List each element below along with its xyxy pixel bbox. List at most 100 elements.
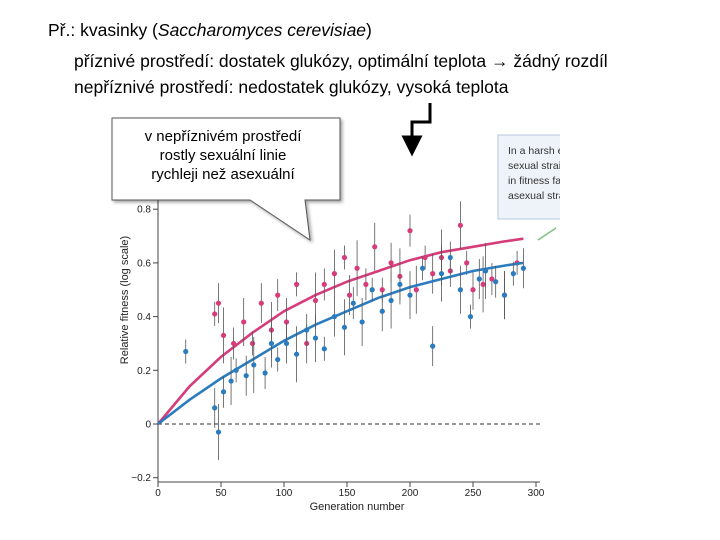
data-point (407, 292, 413, 298)
y-tick-label: 0.2 (137, 366, 151, 377)
data-point (438, 271, 445, 277)
data-point (294, 281, 300, 287)
data-point (251, 362, 257, 368)
annotation-line-4: asexual strains (blue) (508, 190, 560, 202)
favorable-text: příznivé prostředí: dostatek glukózy, op… (74, 51, 491, 71)
data-point (220, 332, 227, 338)
callout-line-2: rostly sexuální linie (159, 147, 287, 164)
data-point (283, 319, 290, 325)
annotation-line-2: sexual strains (red) increase (508, 160, 560, 172)
data-point (493, 279, 499, 285)
x-axis-label: Generation number (310, 501, 405, 513)
data-point (457, 222, 463, 228)
data-point (249, 340, 256, 347)
y-tick-label: 0.6 (137, 258, 151, 269)
data-point (331, 271, 337, 277)
data-point (369, 287, 375, 293)
data-point (212, 405, 218, 411)
x-tick-label: 200 (402, 488, 419, 499)
favorable-environment-line: příznivé prostředí: dostatek glukózy, op… (74, 51, 608, 72)
x-tick-label: 100 (276, 488, 293, 499)
data-point (379, 308, 385, 314)
data-point (275, 292, 281, 298)
data-point (321, 346, 327, 352)
data-point (283, 340, 290, 347)
fit-curve-0 (157, 237, 524, 425)
data-point (215, 300, 222, 306)
data-point (258, 300, 264, 306)
data-point (346, 292, 353, 298)
title-line: Př.: kvasinky (Saccharomyces cerevisiae) (48, 20, 372, 41)
data-point (476, 276, 482, 282)
unfavorable-environment-line: nepříznivé prostředí: nedostatek glukózy… (74, 77, 509, 97)
data-point (233, 367, 239, 373)
fit-curve-1 (157, 261, 524, 426)
data-point (464, 260, 470, 266)
data-point (241, 319, 247, 325)
annotation-box (497, 134, 560, 220)
data-point (212, 311, 218, 317)
x-tick-label: 150 (339, 488, 356, 499)
data-point (413, 287, 419, 293)
y-tick-label: 0.4 (137, 312, 151, 323)
annotation-line-1: In a harsh environment, (508, 145, 560, 157)
title-suffix: ) (366, 20, 372, 40)
data-point (510, 271, 516, 277)
x-tick-label: 0 (155, 488, 161, 499)
data-point (388, 297, 394, 304)
data-point (312, 297, 319, 304)
data-point (489, 276, 495, 282)
callout-bubble (111, 117, 341, 242)
species-name: Saccharomyces cerevisiae (157, 20, 367, 40)
data-point (215, 429, 222, 435)
data-point (467, 314, 474, 320)
x-tick-label: 300 (528, 488, 545, 499)
bent-arrow-icon (401, 103, 432, 157)
data-point (220, 389, 227, 395)
data-point (520, 265, 526, 271)
data-point (341, 254, 348, 261)
annotation-pointer (537, 227, 557, 241)
implies-arrow-icon: → (490, 51, 509, 71)
data-point (331, 314, 337, 320)
data-point (422, 254, 428, 261)
y-tick-label: 0.8 (137, 205, 151, 216)
data-point (341, 324, 348, 330)
data-point (372, 244, 378, 250)
data-point (243, 373, 249, 379)
data-point (447, 254, 453, 261)
data-point (321, 281, 327, 287)
data-point (480, 281, 486, 287)
data-point (183, 348, 189, 355)
data-point (262, 370, 268, 376)
data-point (294, 351, 300, 357)
data-point (430, 343, 436, 349)
y-axis-label: Relative fitness (log scale) (119, 236, 131, 364)
data-point (501, 292, 508, 298)
data-point (304, 327, 310, 333)
fitness-chart: 0 50 100 150 200 250 300 −0.2 0 0.2 0.4 0.6 0.8 Gene… (111, 103, 560, 513)
y-tick-label: 0 (145, 420, 151, 431)
title-prefix: Př.: kvasinky ( (48, 20, 158, 40)
data-point (483, 268, 489, 274)
callout-line-1: v nepříznivém prostředí (144, 128, 302, 145)
data-point (268, 340, 274, 347)
data-point (350, 300, 356, 306)
callout-line-3: rychleji než asexuální (151, 166, 295, 183)
data-point (354, 265, 360, 271)
data-point (363, 281, 369, 287)
x-tick-label: 50 (215, 488, 227, 499)
data-point (359, 319, 365, 325)
annotation-line-3: in fitness faster than do (508, 175, 560, 187)
data-point (312, 335, 319, 341)
data-point (379, 287, 385, 293)
data-point (430, 271, 436, 277)
data-point (407, 228, 413, 234)
data-point (470, 287, 476, 293)
data-point (397, 281, 403, 287)
y-tick-label: −0.2 (131, 473, 151, 484)
data-point (231, 340, 237, 347)
data-point (228, 378, 234, 384)
favorable-result: žádný rozdíl (508, 51, 608, 71)
data-point (420, 265, 426, 271)
